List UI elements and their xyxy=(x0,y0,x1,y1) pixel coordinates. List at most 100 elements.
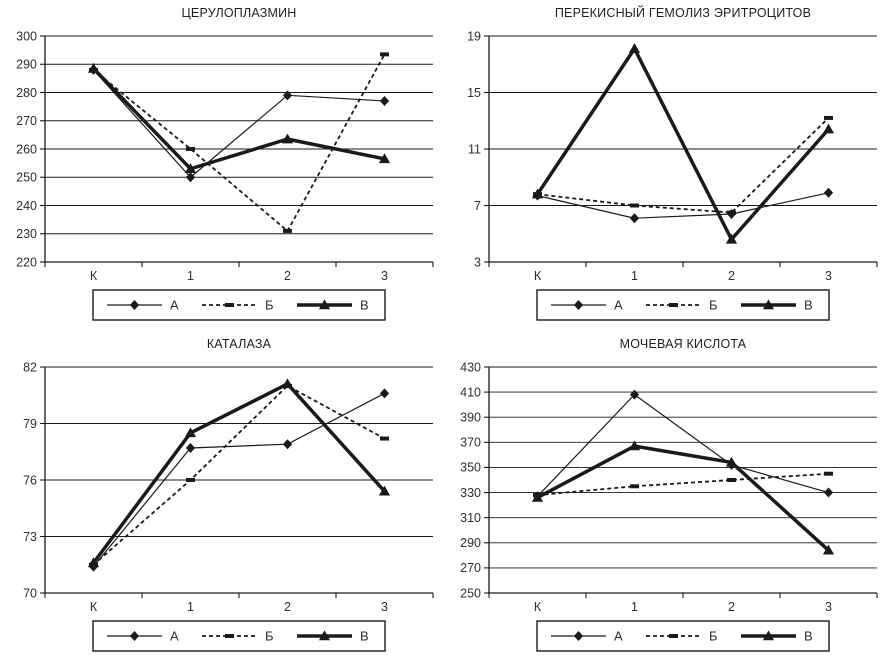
triangle-marker-icon xyxy=(87,62,100,73)
legend-entry-Б: Б xyxy=(646,629,718,644)
legend-label: В xyxy=(804,298,813,313)
series-В xyxy=(531,440,835,555)
y-axis-labels: 250 270 290 310 330 350 370 390 410 430 xyxy=(460,360,481,600)
y-tick-label: 290 xyxy=(460,536,481,550)
dash-marker-icon xyxy=(380,436,389,441)
triangle-marker-icon xyxy=(725,233,738,244)
legend-label: В xyxy=(360,298,369,313)
chart-canvas-peroxide-hemolysis: ПЕРЕКИСНЫЙ ГЕМОЛИЗ ЭРИТРОЦИТОВ 3 7 11 15 19 К 1… xyxy=(467,5,878,321)
series-А xyxy=(88,64,390,183)
y-tick-label: 270 xyxy=(460,561,481,575)
diamond-marker-icon xyxy=(629,389,640,400)
dash-marker-icon xyxy=(380,52,389,57)
x-tick-label: 3 xyxy=(381,269,388,283)
triangle-marker-icon xyxy=(531,188,544,199)
dash-marker-icon xyxy=(630,484,639,489)
legend-label: А xyxy=(170,298,179,313)
diamond-marker-icon xyxy=(823,487,834,498)
y-tick-label: 19 xyxy=(467,29,481,43)
y-tick-label: 350 xyxy=(460,461,481,475)
diamond-marker-icon xyxy=(629,213,640,224)
y-tick-label: 3 xyxy=(474,255,481,269)
series-В xyxy=(87,62,391,173)
dash-marker-icon xyxy=(186,478,195,482)
triangle-marker-icon xyxy=(87,557,100,568)
y-tick-label: 280 xyxy=(16,86,37,100)
legend-label: А xyxy=(614,629,623,644)
legend-label: В xyxy=(804,629,813,644)
dash-marker-icon xyxy=(824,471,833,476)
y-tick-label: 82 xyxy=(23,360,37,374)
chart-ceruloplasmin: ЦЕРУЛОПЛАЗМИН 220 230 240 250 260 270 280 290 300… xyxy=(0,0,444,331)
triangle-marker-icon xyxy=(378,153,391,164)
diamond-marker-icon xyxy=(282,439,293,450)
x-axis-labels: К 1 2 3 xyxy=(90,269,388,283)
legend-entry-В: В xyxy=(297,629,369,644)
axes xyxy=(488,367,878,598)
chart-title: КАТАЛАЗА xyxy=(207,337,272,351)
series-В xyxy=(87,378,391,568)
triangle-marker-icon xyxy=(318,299,331,310)
x-tick-label: 2 xyxy=(284,269,291,283)
diamond-marker-icon xyxy=(129,300,140,310)
x-tick-label: 1 xyxy=(187,600,194,614)
series-line xyxy=(537,117,830,214)
legend: А Б В xyxy=(92,620,386,652)
legend-entry-Б: Б xyxy=(202,629,274,644)
y-tick-label: 270 xyxy=(16,114,37,128)
y-tick-label: 290 xyxy=(16,58,37,72)
dash-marker-icon xyxy=(630,203,639,208)
diamond-marker-icon xyxy=(823,187,834,198)
y-tick-label: 7 xyxy=(474,199,481,213)
series-line xyxy=(537,472,829,496)
dash-marker-icon xyxy=(727,210,736,215)
y-tick-label: 220 xyxy=(16,255,37,269)
y-tick-label: 260 xyxy=(16,142,37,156)
gridlines xyxy=(40,366,433,594)
y-tick-label: 79 xyxy=(23,417,37,431)
series-line xyxy=(537,192,829,219)
series-line xyxy=(536,444,830,552)
legend-entry-В: В xyxy=(297,298,369,313)
dash-marker-icon xyxy=(669,634,678,638)
chart-title: ЦЕРУЛОПЛАЗМИН xyxy=(181,6,296,20)
dash-marker-icon xyxy=(225,303,234,307)
legend-label: Б xyxy=(709,298,718,313)
gridlines xyxy=(40,35,433,263)
series-line xyxy=(93,69,385,179)
dash-marker-icon xyxy=(727,478,736,482)
triangle-marker-icon xyxy=(762,630,775,641)
legend: А Б В xyxy=(536,289,830,321)
x-tick-label: 1 xyxy=(187,269,194,283)
chart-catalase: КАТАЛАЗА 70 73 76 79 82 К 1 2 3 А Б В xyxy=(0,331,444,662)
chart-title: МОЧЕВАЯ КИСЛОТА xyxy=(620,337,747,351)
axes xyxy=(44,367,434,598)
series-А xyxy=(88,388,390,572)
dash-marker-icon xyxy=(283,228,292,233)
dash-marker-icon xyxy=(186,147,195,151)
x-tick-label: К xyxy=(90,600,98,614)
series-А xyxy=(532,389,834,502)
y-tick-label: 250 xyxy=(16,171,37,185)
x-tick-label: К xyxy=(534,269,542,283)
series-line xyxy=(92,67,385,171)
axes xyxy=(44,36,434,267)
diamond-marker-icon xyxy=(379,95,390,106)
diamond-marker-icon xyxy=(282,90,293,101)
x-tick-label: 2 xyxy=(728,269,735,283)
y-tick-label: 430 xyxy=(460,360,481,374)
legend-label: Б xyxy=(265,298,274,313)
chart-peroxide-hemolysis: ПЕРЕКИСНЫЙ ГЕМОЛИЗ ЭРИТРОЦИТОВ 3 7 11 15 19 К 1… xyxy=(444,0,888,331)
y-tick-label: 410 xyxy=(460,385,481,399)
triangle-marker-icon xyxy=(184,427,197,438)
gridlines xyxy=(484,35,877,263)
legend-entry-Б: Б xyxy=(202,298,274,313)
dash-marker-icon xyxy=(225,634,234,638)
y-tick-label: 11 xyxy=(468,142,481,156)
x-axis-labels: К 1 2 3 xyxy=(90,600,388,614)
y-tick-label: 390 xyxy=(460,411,481,425)
legend-entry-В: В xyxy=(741,298,813,313)
diamond-marker-icon xyxy=(185,442,196,453)
axes xyxy=(488,36,878,267)
series-line xyxy=(92,384,385,566)
